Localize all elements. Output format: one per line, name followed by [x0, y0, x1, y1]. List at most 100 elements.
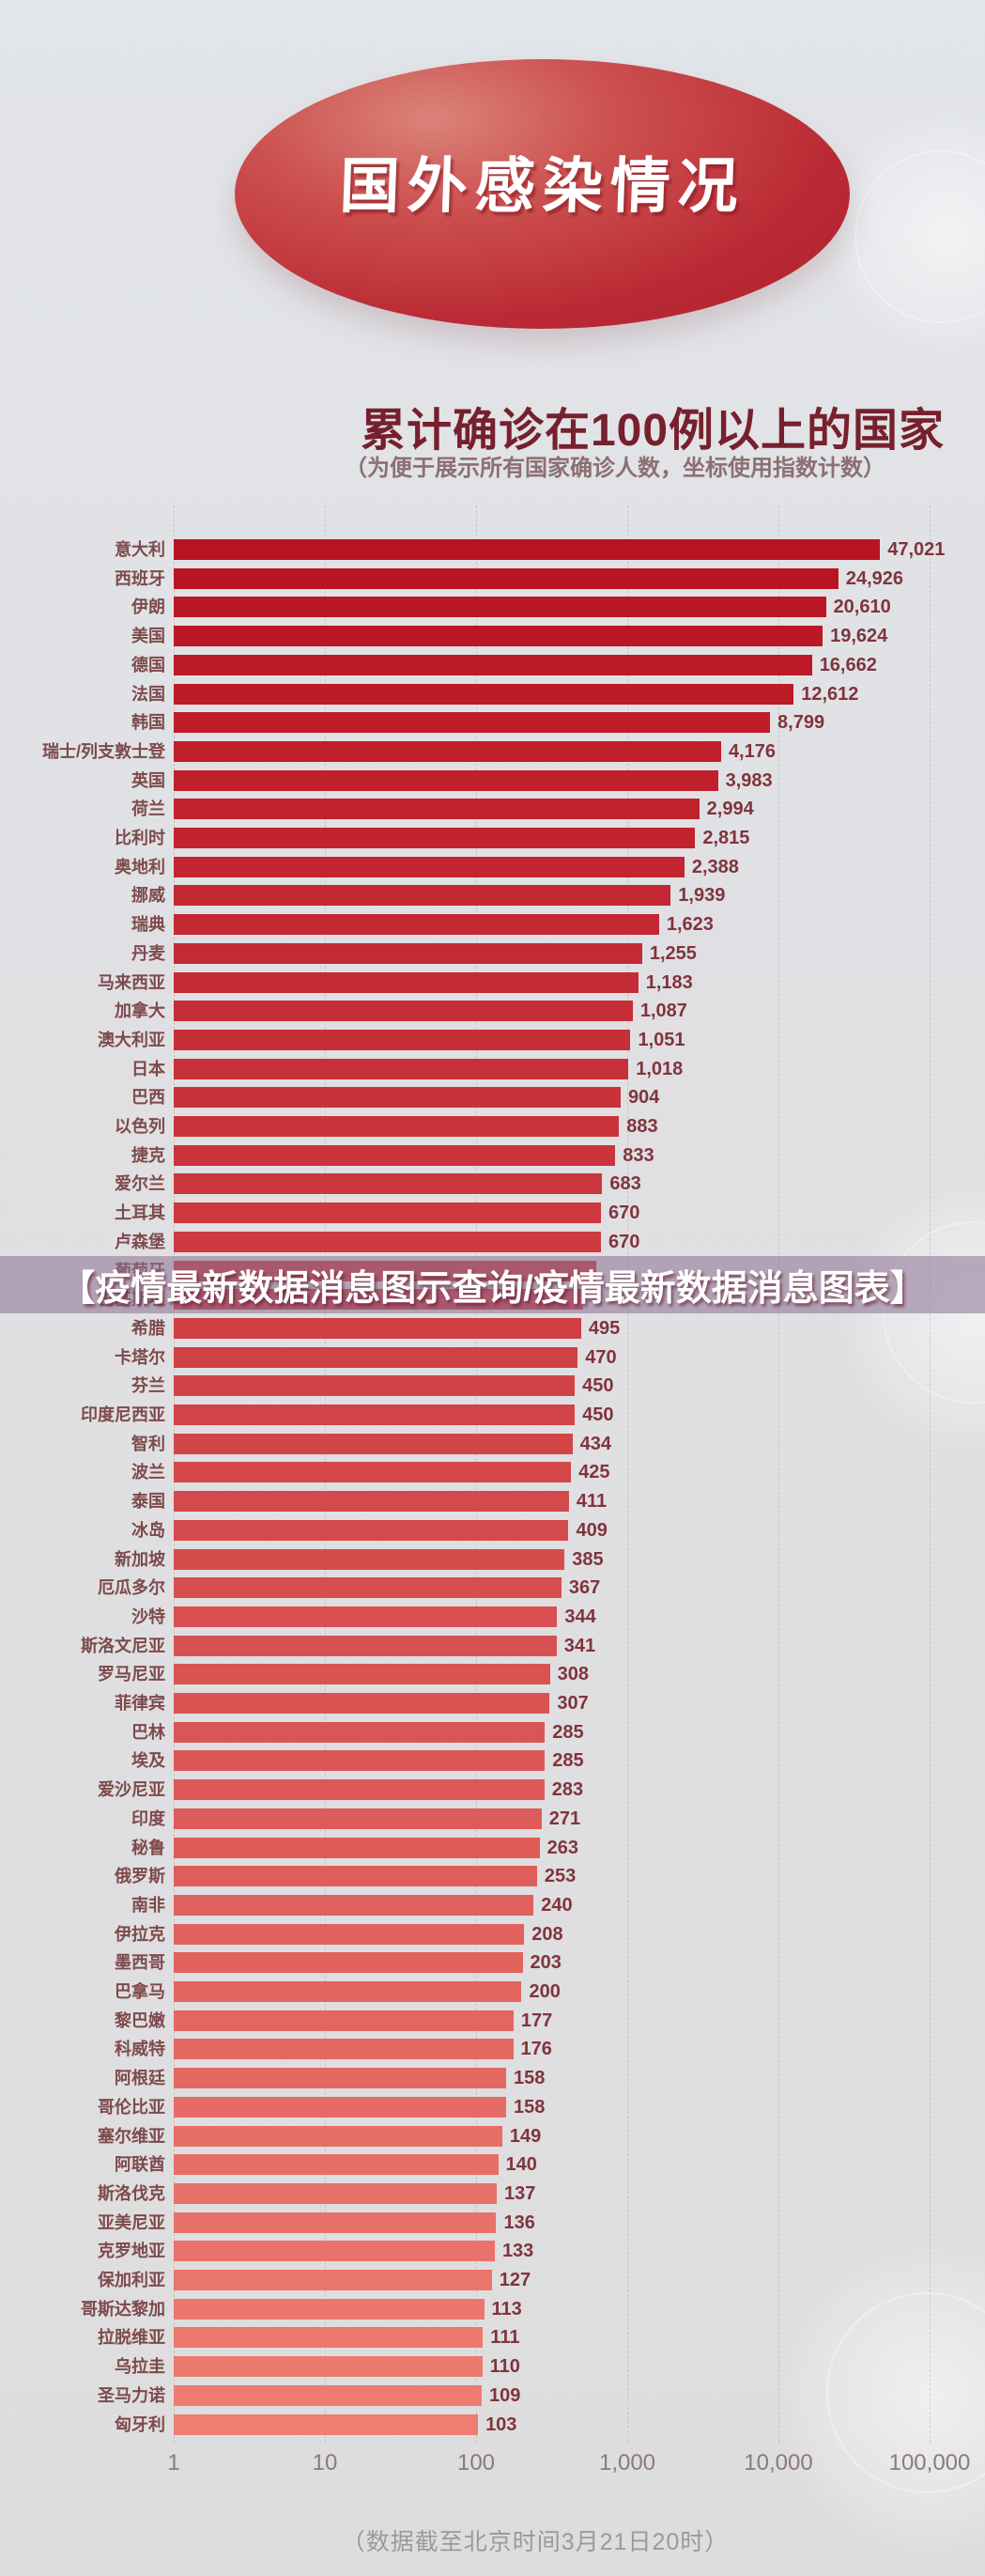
x-axis-tick: 10,000	[744, 2450, 813, 2475]
country-bar	[174, 1001, 633, 1022]
country-bar	[174, 683, 794, 705]
country-label: 卢森堡	[115, 1232, 165, 1251]
country-bar	[174, 1058, 629, 1079]
country-value: 203	[530, 1952, 562, 1974]
country-value: 341	[563, 1635, 596, 1656]
country-value: 283	[551, 1779, 584, 1801]
country-label: 墨西哥	[115, 1953, 165, 1973]
country-value: 16,662	[819, 654, 877, 675]
country-bar	[174, 1346, 578, 1368]
country-value: 149	[509, 2125, 542, 2147]
country-label: 韩国	[131, 713, 165, 733]
country-value: 20,610	[833, 597, 891, 618]
country-label: 土耳其	[115, 1203, 165, 1223]
country-value: 137	[504, 2182, 536, 2204]
country-value: 8,799	[777, 712, 825, 734]
country-label: 英国	[131, 770, 165, 790]
country-value: 2,815	[702, 828, 750, 848]
country-label: 意大利	[115, 540, 165, 559]
country-value: 271	[548, 1808, 581, 1829]
country-value: 495	[588, 1317, 621, 1339]
country-label: 罗马尼亚	[98, 1665, 165, 1684]
country-label: 新加坡	[115, 1549, 165, 1569]
country-bar	[174, 769, 718, 791]
country-label: 伊拉克	[115, 1924, 165, 1944]
country-value: 176	[520, 2039, 552, 2060]
country-bar	[174, 1116, 620, 1137]
country-bar	[174, 1808, 542, 1829]
country-label: 阿根廷	[115, 2069, 165, 2088]
country-bar	[174, 2270, 492, 2290]
gridline	[627, 505, 628, 2443]
chart-title: 累计确诊在100例以上的国家	[360, 406, 946, 456]
country-value: 2,388	[691, 856, 739, 877]
country-bar	[174, 1606, 558, 1627]
country-value: 670	[608, 1203, 640, 1224]
country-value: 109	[489, 2384, 521, 2406]
country-label: 泰国	[131, 1492, 165, 1512]
country-label: 以色列	[115, 1117, 165, 1136]
x-axis-tick: 1,000	[598, 2450, 656, 2475]
country-label: 爱尔兰	[115, 1174, 165, 1194]
country-value: 19,624	[830, 626, 888, 647]
country-bar	[174, 1635, 557, 1656]
country-bar	[174, 597, 826, 618]
country-bar	[174, 2096, 506, 2118]
country-bar	[174, 1491, 569, 1513]
country-bar	[174, 2384, 483, 2406]
country-value: 140	[505, 2154, 537, 2176]
country-value: 307	[557, 1693, 589, 1714]
country-value: 434	[579, 1433, 611, 1454]
country-bar	[174, 1203, 601, 1224]
country-bar	[174, 799, 700, 820]
country-bar	[174, 1173, 603, 1195]
country-value: 1,051	[638, 1029, 685, 1050]
country-value: 110	[489, 2356, 520, 2378]
country-label: 圣马力诺	[98, 2385, 165, 2405]
country-label: 澳大利亚	[98, 1030, 165, 1049]
country-value: 253	[544, 1866, 577, 1887]
country-value: 409	[576, 1519, 608, 1541]
country-value: 385	[572, 1548, 604, 1570]
country-bar	[174, 828, 696, 848]
country-bar	[174, 1029, 631, 1050]
country-value: 240	[541, 1894, 573, 1916]
country-label: 法国	[131, 684, 165, 704]
watermark-band: 【疫情最新数据消息图示查询/疫情最新数据消息图表】	[0, 1256, 985, 1313]
title-banner: 国外感染情况	[235, 59, 850, 329]
country-bar	[174, 1952, 523, 1974]
country-label: 智利	[131, 1434, 165, 1453]
country-value: 12,612	[801, 683, 859, 705]
country-bar	[174, 1750, 546, 1772]
country-bar	[174, 1664, 550, 1685]
country-value: 113	[491, 2298, 522, 2320]
country-value: 127	[499, 2270, 531, 2290]
country-label: 南非	[131, 1895, 165, 1915]
country-bar	[174, 2298, 485, 2320]
country-value: 136	[503, 2211, 535, 2233]
country-value: 158	[513, 2068, 546, 2089]
x-axis-tick: 10	[312, 2450, 338, 2475]
country-value: 4,176	[728, 740, 776, 762]
country-bar	[174, 1837, 540, 1858]
country-label: 科威特	[115, 2040, 165, 2059]
country-label: 亚美尼亚	[98, 2212, 165, 2232]
country-bar	[174, 1693, 550, 1714]
country-bar	[174, 2356, 483, 2378]
country-bar	[174, 1404, 576, 1425]
country-label: 德国	[131, 655, 165, 675]
country-value: 450	[582, 1404, 614, 1425]
country-label: 哥伦比亚	[98, 2097, 165, 2117]
country-bar	[174, 1866, 537, 1887]
country-label: 希腊	[131, 1318, 165, 1338]
country-label: 爱沙尼亚	[98, 1780, 165, 1800]
country-label: 捷克	[131, 1145, 165, 1165]
country-label: 斯洛伐克	[98, 2183, 165, 2203]
country-value: 670	[608, 1231, 640, 1252]
country-bar	[174, 2154, 499, 2176]
country-label: 哥斯达黎加	[81, 2299, 165, 2319]
country-label: 马来西亚	[98, 972, 165, 992]
country-bar	[174, 1721, 546, 1743]
country-label: 瑞士/列支敦士登	[41, 741, 165, 761]
